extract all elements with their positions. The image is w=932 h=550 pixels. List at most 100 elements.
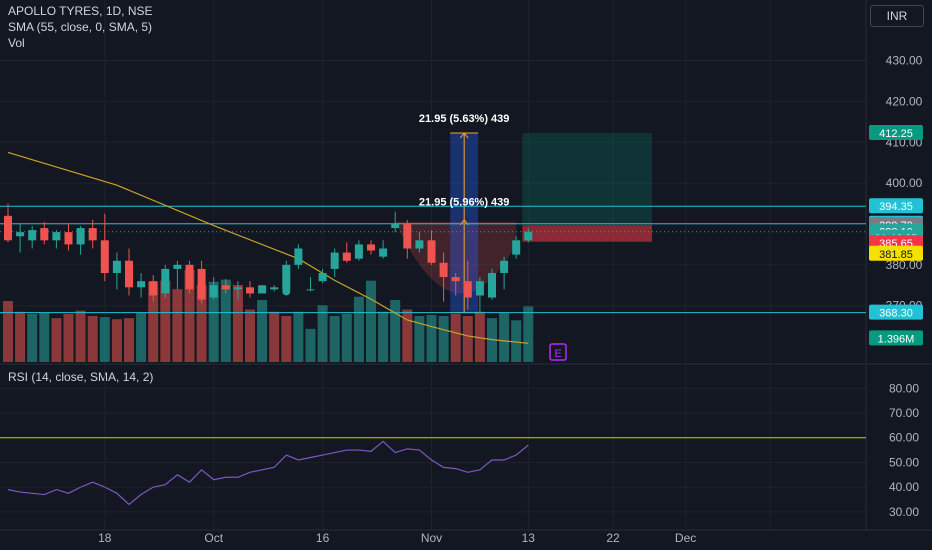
candle <box>343 242 351 262</box>
candle-body <box>403 224 411 249</box>
candle <box>307 277 315 291</box>
volume-bar <box>76 311 86 362</box>
volume-bar <box>366 281 376 362</box>
rsi-tick-label: 80.00 <box>889 381 919 395</box>
volume-bar <box>439 316 449 362</box>
candle-body <box>16 232 24 236</box>
time-tick-label: 18 <box>98 531 112 545</box>
candle-body <box>198 269 206 300</box>
candle <box>246 281 254 297</box>
rsi-tick-label: 30.00 <box>889 505 919 519</box>
candle-body <box>101 240 109 273</box>
price-axis-label: 1.396M <box>869 330 923 345</box>
price-axis-label: 394.35 <box>869 198 923 213</box>
candle-body <box>319 273 327 281</box>
target-zone <box>522 133 652 225</box>
volume-bar <box>257 300 267 362</box>
rsi-tick-label: 70.00 <box>889 406 919 420</box>
candle <box>4 204 12 243</box>
candle-body <box>415 240 423 248</box>
candle-body <box>161 269 169 294</box>
rsi-tick-label: 40.00 <box>889 480 919 494</box>
price-axis-label: 381.85 <box>869 246 923 261</box>
volume-bar <box>318 305 328 362</box>
candle <box>210 277 218 299</box>
candle <box>52 230 60 248</box>
volume-bar <box>330 316 340 362</box>
price-axis-label: 368.30 <box>869 305 923 320</box>
candle <box>379 240 387 258</box>
candle <box>403 220 411 259</box>
candle-body <box>355 244 363 258</box>
candle-body <box>234 287 242 289</box>
volume-bar <box>269 312 279 362</box>
candle <box>198 261 206 304</box>
candle-body <box>186 265 194 290</box>
volume-bar <box>64 314 74 362</box>
candle <box>500 257 508 290</box>
time-tick-label: 13 <box>522 531 536 545</box>
candle-body <box>331 253 339 269</box>
candle <box>367 240 375 254</box>
volume-bar <box>390 300 400 362</box>
stop-zone <box>522 225 652 242</box>
measure-label: 21.95 (5.63%) 439 <box>419 113 510 125</box>
volume-bar <box>499 313 509 362</box>
volume-bar <box>463 316 473 362</box>
candle <box>258 285 266 293</box>
candle-body <box>307 289 315 290</box>
rsi-tick-label: 50.00 <box>889 455 919 469</box>
candle-body <box>452 277 460 281</box>
candle <box>161 265 169 298</box>
price-axis-label: 412.25 <box>869 125 923 140</box>
time-tick-label: Oct <box>204 531 223 545</box>
dividend-marker-icon <box>282 287 290 295</box>
candle-body <box>476 281 484 295</box>
volume-bar <box>3 301 13 362</box>
volume-bar <box>342 314 352 362</box>
price-tick-label: 430.00 <box>886 54 923 68</box>
candle-body <box>488 273 496 298</box>
candle <box>186 261 194 294</box>
price-axis-label-text: 368.30 <box>879 308 913 320</box>
price-axis-label-text: 412.25 <box>879 128 913 140</box>
candle-body <box>428 240 436 262</box>
volume-bar <box>281 316 291 362</box>
candle-body <box>258 285 266 293</box>
volume-bar <box>523 306 533 362</box>
candle-body <box>246 287 254 293</box>
candle-body <box>40 228 48 240</box>
candle-body <box>113 261 121 273</box>
price-tick-label: 400.00 <box>886 176 923 190</box>
volume-bar <box>136 313 146 362</box>
candle <box>125 248 133 295</box>
candle-body <box>343 253 351 261</box>
candle-body <box>282 265 290 290</box>
candle <box>355 240 363 260</box>
candle-body <box>464 281 472 297</box>
volume-bar <box>451 314 461 362</box>
time-tick-label: Nov <box>421 531 442 545</box>
rsi-line <box>8 441 528 504</box>
price-axis-label-text: 1.396M <box>878 333 915 345</box>
candle-body <box>512 240 520 254</box>
volume-bar <box>293 312 303 362</box>
volume-bar <box>39 313 49 362</box>
candle-body <box>89 228 97 240</box>
candle-body <box>4 216 12 241</box>
candle-body <box>500 261 508 273</box>
volume-bar <box>27 314 37 362</box>
candle <box>173 261 181 290</box>
volume-bar <box>51 318 61 362</box>
time-tick-label: 22 <box>606 531 620 545</box>
volume-bar <box>172 289 182 362</box>
rsi-tick-label: 60.00 <box>889 431 919 445</box>
candle-body <box>173 265 181 269</box>
volume-bar <box>354 297 364 362</box>
candle-body <box>210 285 218 297</box>
candle-body <box>294 248 302 264</box>
candle-body <box>524 232 532 241</box>
candle <box>137 273 145 298</box>
candle <box>488 269 496 300</box>
